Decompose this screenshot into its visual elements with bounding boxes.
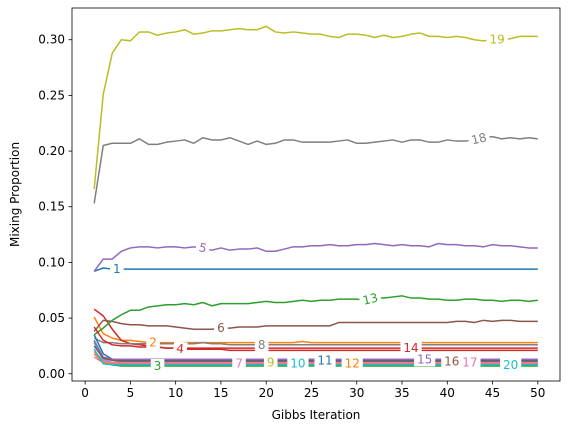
y-tick-label-0.15: 0.15 [38, 200, 65, 214]
series-label-background-18 [467, 129, 491, 149]
series-label-group-9: 9 [263, 355, 278, 370]
series-line-2 [93, 316, 538, 344]
y-axis-ticks: 0.00 0.05 0.10 0.15 0.20 0.25 0.30 [38, 33, 72, 381]
y-tick-label-0.10: 0.10 [38, 255, 65, 269]
x-tick-label-25: 25 [304, 386, 319, 400]
series-label-18: 18 [470, 130, 488, 147]
series-label-15: 15 [417, 352, 432, 366]
plot-frame [71, 7, 561, 382]
series-label-1: 1 [113, 262, 121, 276]
series-label-background-16 [441, 354, 463, 369]
series-label-group-3: 3 [150, 358, 165, 373]
series-label-group-6: 6 [214, 321, 228, 336]
series-label-group-15: 15 [414, 352, 436, 367]
series-label-background-8 [254, 337, 269, 352]
x-tick-label-0: 0 [81, 386, 89, 400]
series-label-background-17 [459, 355, 481, 370]
series-label-17: 17 [462, 356, 477, 370]
series-label-background-9 [263, 355, 278, 370]
series-line-6 [93, 319, 538, 332]
x-tick-label-50: 50 [530, 386, 545, 400]
series-label-13: 13 [361, 291, 379, 308]
series-label-background-4 [172, 340, 188, 357]
x-tick-label-45: 45 [485, 386, 500, 400]
x-tick-label-15: 15 [213, 386, 228, 400]
series-label-background-2 [146, 335, 160, 350]
x-tick-label-5: 5 [127, 386, 135, 400]
series-label-11: 11 [317, 353, 332, 367]
y-tick-label-0.25: 0.25 [38, 88, 65, 102]
y-tick-label-0.05: 0.05 [38, 311, 65, 325]
series-label-7: 7 [235, 357, 243, 371]
series-line-8 [93, 337, 538, 346]
x-tick-label-35: 35 [394, 386, 409, 400]
series-label-group-11: 11 [314, 353, 336, 368]
x-tick-label-40: 40 [440, 386, 455, 400]
series-label-background-1 [110, 262, 124, 277]
series-label-group-18: 18 [467, 129, 491, 149]
series-label-4: 4 [176, 341, 185, 356]
series-label-group-5: 5 [194, 239, 212, 257]
series-label-background-6 [214, 321, 228, 336]
y-tick-label-0.30: 0.30 [38, 33, 65, 47]
series-label-group-14: 14 [400, 341, 422, 356]
series-label-group-2: 2 [146, 335, 160, 350]
series-label-10: 10 [290, 357, 305, 371]
x-tick-label-30: 30 [349, 386, 364, 400]
series-label-12: 12 [345, 357, 360, 371]
series-label-background-14 [400, 341, 422, 356]
x-tick-label-10: 10 [168, 386, 183, 400]
series-label-background-20 [500, 357, 522, 372]
series-label-background-13 [358, 289, 383, 309]
series-label-group-10: 10 [287, 356, 309, 371]
series-label-group-19: 19 [486, 32, 508, 47]
x-tick-label-20: 20 [259, 386, 274, 400]
series-line-14 [93, 326, 538, 349]
series-label-8: 8 [258, 338, 266, 352]
series-line-19 [93, 25, 538, 190]
series-label-group-8: 8 [254, 337, 269, 352]
series-label-background-10 [287, 356, 309, 371]
series-label-background-5 [194, 239, 212, 257]
series-line-13 [93, 295, 538, 336]
series-label-14: 14 [403, 341, 418, 355]
series-line-18 [93, 135, 538, 204]
series-label-9: 9 [267, 356, 275, 370]
series-label-19: 19 [489, 33, 504, 47]
series-label-background-3 [150, 358, 165, 373]
series-label-5: 5 [197, 240, 208, 255]
series-label-16: 16 [444, 355, 459, 369]
series-label-background-12 [341, 356, 363, 371]
y-tick-label-0.00: 0.00 [38, 367, 65, 381]
series-label-group-20: 20 [500, 357, 522, 372]
series-label-20: 20 [503, 358, 518, 372]
series-label-group-4: 4 [172, 340, 188, 357]
y-axis-label: Mixing Proportion [8, 142, 22, 247]
series-label-background-15 [414, 352, 436, 367]
series-label-6: 6 [217, 321, 225, 335]
series-label-group-17: 17 [459, 355, 481, 370]
series-label-background-11 [314, 353, 336, 368]
series-label-3: 3 [154, 359, 162, 373]
series-label-background-7 [232, 356, 246, 371]
series-label-background-19 [486, 32, 508, 47]
x-axis-label: Gibbs Iteration [272, 408, 361, 422]
series-label-group-1: 1 [110, 262, 124, 277]
series-line-1 [93, 267, 538, 273]
series-label-group-16: 16 [441, 354, 463, 369]
series-label-2: 2 [149, 336, 157, 350]
series-label-group-7: 7 [232, 356, 246, 371]
series-line-5 [93, 242, 538, 272]
series-label-group-12: 12 [341, 356, 363, 371]
series-label-group-13: 13 [358, 289, 383, 309]
x-axis-ticks: 0 5 10 15 20 25 30 35 40 45 50 [81, 381, 545, 400]
y-tick-label-0.20: 0.20 [38, 144, 65, 158]
